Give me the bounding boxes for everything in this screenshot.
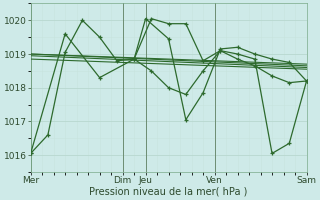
X-axis label: Pression niveau de la mer( hPa ): Pression niveau de la mer( hPa ) [89,187,248,197]
